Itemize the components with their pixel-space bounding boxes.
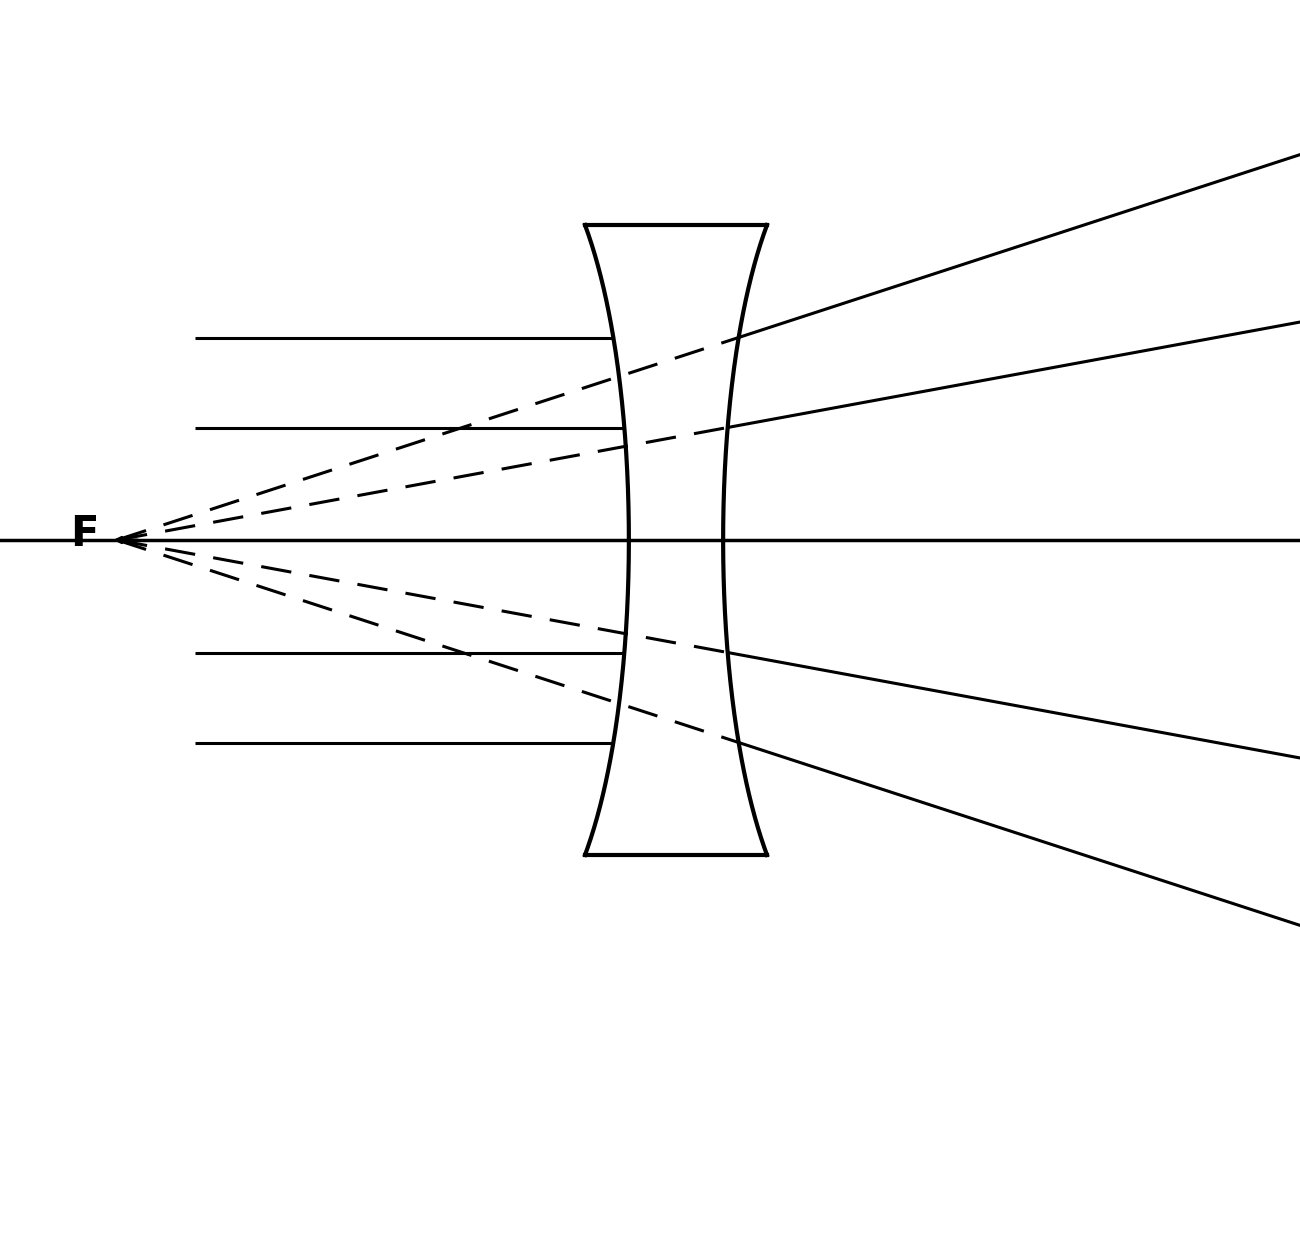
Text: www.alamy.com: www.alamy.com [1010, 1201, 1174, 1219]
Text: alamy: alamy [21, 1166, 161, 1209]
Text: Image ID: RDWJYW: Image ID: RDWJYW [1019, 1158, 1165, 1172]
Text: F: F [70, 514, 99, 555]
